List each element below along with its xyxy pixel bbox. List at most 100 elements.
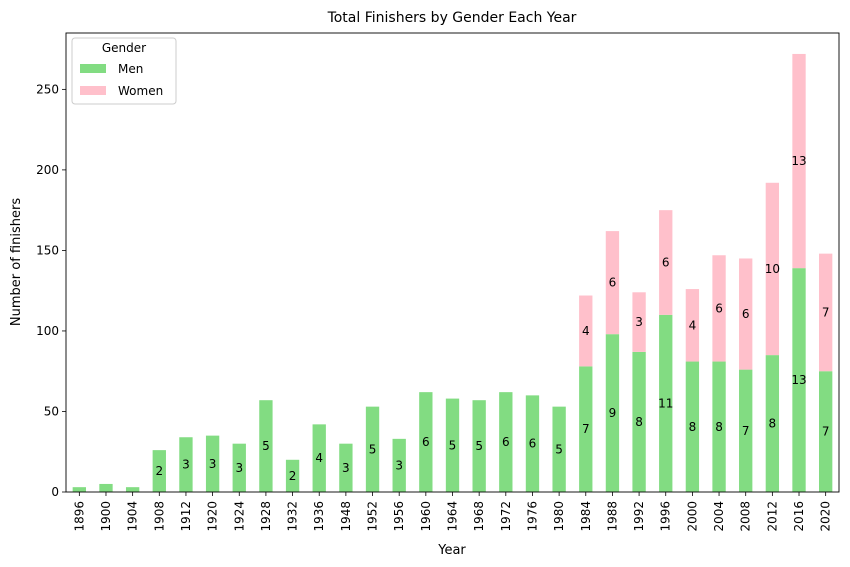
y-axis: 0 50 100 150 200 250 xyxy=(36,82,66,499)
legend-swatch-men xyxy=(80,64,106,73)
x-tick-label-2012: 2012 xyxy=(765,501,779,532)
data-label-men-1952: 5 xyxy=(369,442,377,456)
data-label-women-2020: 7 xyxy=(822,305,830,319)
data-label-men-1984: 7 xyxy=(582,422,590,436)
data-label-women-1992: 3 xyxy=(635,315,643,329)
data-label-men-1964: 5 xyxy=(449,438,457,452)
bar-women-2016 xyxy=(792,53,806,269)
x-tick-label-1908: 1908 xyxy=(152,501,166,532)
bar-women-2004 xyxy=(712,255,726,362)
bar-men-1908 xyxy=(152,450,166,492)
data-label-women-2016: 13 xyxy=(791,154,806,168)
data-label-men-1948: 3 xyxy=(342,461,350,475)
data-label-men-1956: 3 xyxy=(395,458,403,472)
data-label-men-1968: 5 xyxy=(475,439,483,453)
bar-men-1900 xyxy=(99,483,113,492)
bar-men-1956 xyxy=(392,438,406,492)
data-label-women-2008: 6 xyxy=(742,307,750,321)
bar-men-1984 xyxy=(579,366,593,492)
bar-men-1972 xyxy=(499,392,513,492)
x-tick-label-1956: 1956 xyxy=(392,501,406,532)
data-label-men-2008: 7 xyxy=(742,424,750,438)
bar-men-1988 xyxy=(605,334,620,492)
data-label-men-1936: 4 xyxy=(315,451,323,465)
legend-title: Gender xyxy=(102,41,146,55)
x-tick-label-1896: 1896 xyxy=(72,501,86,532)
x-tick-label-1996: 1996 xyxy=(659,501,673,532)
x-tick-label-2008: 2008 xyxy=(739,501,753,532)
bar-men-1960 xyxy=(419,392,433,492)
y-tick-label-50: 50 xyxy=(44,404,59,418)
bar-women-2000 xyxy=(685,289,700,362)
x-tick-label-2020: 2020 xyxy=(819,501,833,532)
data-label-men-1988: 9 xyxy=(609,406,617,420)
bar-men-1976 xyxy=(525,395,540,492)
x-tick-label-1912: 1912 xyxy=(179,501,193,532)
bar-men-1932 xyxy=(285,459,300,492)
data-label-men-2016: 13 xyxy=(791,373,806,387)
bar-women-1992 xyxy=(632,292,646,352)
x-tick-label-2016: 2016 xyxy=(792,501,806,532)
bar-men-1952 xyxy=(365,406,380,492)
x-axis: 1896 1900 1904 1908 1912 1920 1924 1928 1932 1936… xyxy=(72,492,833,532)
y-tick-label-150: 150 xyxy=(36,243,59,257)
bar-men-2000 xyxy=(685,361,700,492)
data-label-women-1996: 6 xyxy=(662,256,670,270)
bar-men-1996 xyxy=(659,314,673,492)
data-label-men-1908: 2 xyxy=(155,464,163,478)
data-label-women-1988: 6 xyxy=(609,276,617,290)
data-label-men-1920: 3 xyxy=(209,457,217,471)
y-axis-label: Number of finishers xyxy=(9,198,24,326)
y-tick-label-250: 250 xyxy=(36,82,59,96)
bar-men-2020 xyxy=(819,371,833,492)
bar-men-1904 xyxy=(125,487,140,492)
bar-men-1924 xyxy=(232,443,246,492)
x-tick-label-1960: 1960 xyxy=(419,501,433,532)
bar-women-2012 xyxy=(765,182,780,356)
data-label-women-2004: 6 xyxy=(715,301,723,315)
bar-men-2008 xyxy=(739,369,753,492)
data-label-women-1984: 4 xyxy=(582,324,590,338)
data-label-men-1924: 3 xyxy=(235,461,243,475)
legend-label-women: Women xyxy=(118,84,163,98)
bar-women-1988 xyxy=(605,231,620,335)
x-tick-label-1932: 1932 xyxy=(286,501,300,532)
legend-swatch-women xyxy=(80,86,106,95)
data-label-women-2012: 10 xyxy=(765,262,780,276)
data-label-men-1972: 6 xyxy=(502,435,510,449)
x-tick-label-1972: 1972 xyxy=(499,501,513,532)
data-label-men-2000: 8 xyxy=(689,420,697,434)
x-tick-label-1920: 1920 xyxy=(206,501,220,532)
legend-label-men: Men xyxy=(118,62,143,76)
x-tick-label-1948: 1948 xyxy=(339,501,353,532)
bar-labels-layer: 2 3 3 3 5 2 4 3 5 3 6 5 5 6 6 5 7 4 9 6 8 3 11 6 8 4 8 6 7 6 8 10 13 13 7 7 xyxy=(155,154,829,483)
bar-men-1896 xyxy=(72,487,86,492)
x-tick-label-1900: 1900 xyxy=(99,501,113,532)
data-label-men-1976: 6 xyxy=(529,437,537,451)
bar-men-1980 xyxy=(552,406,566,492)
x-tick-label-1988: 1988 xyxy=(605,501,619,532)
bar-men-1968 xyxy=(472,400,486,492)
x-tick-label-2004: 2004 xyxy=(712,501,726,532)
bar-women-2008 xyxy=(739,258,753,370)
x-tick-label-1924: 1924 xyxy=(232,501,246,532)
bar-men-2012 xyxy=(765,355,780,492)
bars-layer xyxy=(72,53,833,492)
data-label-men-1932: 2 xyxy=(289,469,297,483)
x-tick-label-1980: 1980 xyxy=(552,501,566,532)
data-label-men-2020: 7 xyxy=(822,425,830,439)
data-label-men-1960: 6 xyxy=(422,435,430,449)
data-label-men-1928: 5 xyxy=(262,439,270,453)
bar-men-1920 xyxy=(205,435,220,492)
bar-men-1948 xyxy=(339,443,353,492)
bar-men-2016 xyxy=(792,268,806,492)
y-tick-label-100: 100 xyxy=(36,324,59,338)
legend: Gender Men Women xyxy=(71,37,177,105)
bar-women-1996 xyxy=(659,210,673,315)
bar-women-1984 xyxy=(579,295,593,367)
data-label-men-1912: 3 xyxy=(182,458,190,472)
x-tick-label-1928: 1928 xyxy=(259,501,273,532)
bar-men-1992 xyxy=(632,351,646,492)
bar-men-1964 xyxy=(445,398,460,492)
